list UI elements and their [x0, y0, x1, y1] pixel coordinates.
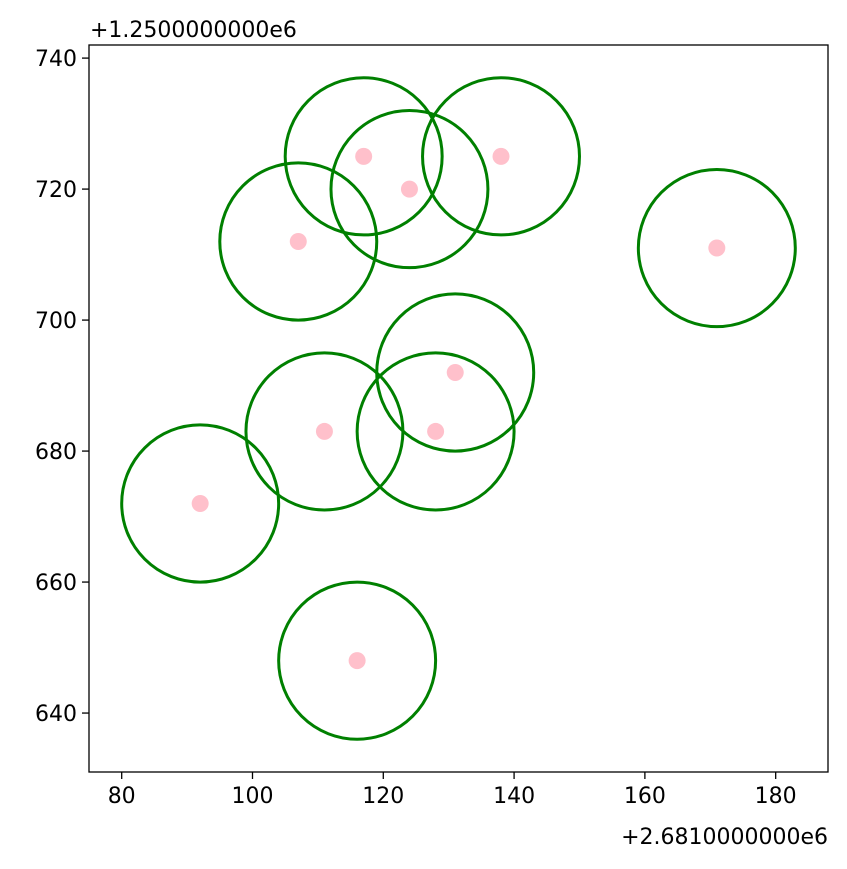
y-tick-label: 740 — [35, 47, 77, 72]
data-point-3 — [492, 147, 510, 165]
y-tick-label: 700 — [35, 309, 77, 334]
x-tick-label: 180 — [755, 784, 797, 809]
x-tick-label: 160 — [624, 784, 666, 809]
data-point-1 — [355, 147, 373, 165]
data-point-2 — [400, 180, 418, 198]
buffer-circle-1 — [283, 76, 444, 237]
x-axis-offset-label: +2.6810000000e6 — [621, 825, 828, 850]
x-tick-label: 80 — [108, 784, 136, 809]
data-point-4 — [289, 232, 307, 250]
data-point-8 — [427, 422, 445, 440]
y-tick-label: 720 — [35, 178, 77, 203]
buffer-circle-4 — [218, 161, 379, 322]
x-tick-label: 140 — [493, 784, 535, 809]
data-point-7 — [315, 422, 333, 440]
data-point-6 — [446, 363, 464, 381]
buffer-circle-3 — [421, 76, 581, 237]
buffer-circle-10 — [277, 580, 438, 741]
data-point-10 — [348, 652, 366, 670]
data-point-9 — [191, 494, 209, 512]
y-tick-label: 680 — [35, 440, 77, 465]
buffer-circle-2 — [329, 108, 490, 270]
buffer-circle-7 — [244, 351, 405, 512]
circles-layer — [120, 76, 797, 741]
x-tick-label: 100 — [231, 784, 273, 809]
y-axis-ticks: 640 660 680 700 720 740 — [35, 47, 89, 727]
buffer-circle-8 — [355, 351, 516, 512]
x-axis-ticks: 80 100 120 140 160 180 — [108, 772, 797, 809]
y-tick-label: 660 — [35, 571, 77, 596]
data-point-5 — [708, 239, 726, 257]
buffer-circle-5 — [636, 167, 797, 329]
buffer-circle-9 — [120, 423, 281, 584]
y-axis-offset-label: +1.2500000000e6 — [90, 18, 297, 43]
plot-frame — [88, 44, 829, 773]
x-tick-label: 120 — [362, 784, 404, 809]
points-layer — [191, 147, 726, 670]
y-tick-label: 640 — [35, 702, 77, 727]
